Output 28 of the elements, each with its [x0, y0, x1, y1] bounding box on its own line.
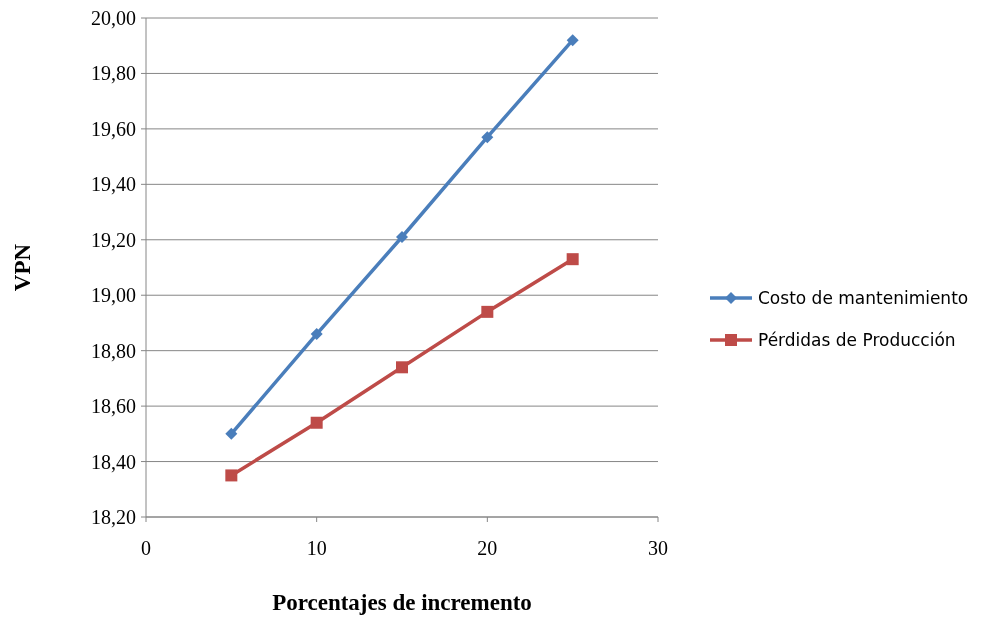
- point: [481, 305, 494, 318]
- x-tick-label: 30: [648, 537, 668, 559]
- x-axis-title: Porcentajes de incremento: [272, 590, 532, 615]
- point: [481, 131, 494, 144]
- x-tick-label: 0: [141, 537, 151, 559]
- point: [566, 253, 579, 266]
- legend-label: Pérdidas de Producción: [758, 329, 956, 350]
- point: [396, 231, 408, 244]
- x-tick-label: 20: [477, 537, 498, 559]
- y-tick-label: 18,60: [91, 395, 136, 418]
- y-tick-label: 19,80: [91, 62, 136, 85]
- y-tick-label: 20,00: [91, 7, 136, 29]
- y-tick-label: 18,20: [91, 506, 136, 528]
- y-tick-label: 18,80: [91, 339, 136, 362]
- y-tick-label: 19,00: [91, 284, 136, 307]
- point: [310, 328, 323, 341]
- legend-label: Costo de mantenimiento: [758, 287, 969, 308]
- point: [225, 427, 238, 440]
- point: [396, 361, 408, 374]
- y-tick-label: 18,40: [91, 450, 136, 473]
- y-tick-label: 19,20: [91, 228, 136, 251]
- point: [225, 469, 238, 482]
- y-axis-title: VPN: [10, 243, 35, 292]
- point: [566, 34, 579, 47]
- y-tick-label: 19,60: [91, 117, 136, 140]
- x-tick-label: 10: [306, 537, 327, 559]
- y-tick-label: 19,40: [91, 173, 136, 196]
- point: [310, 416, 323, 429]
